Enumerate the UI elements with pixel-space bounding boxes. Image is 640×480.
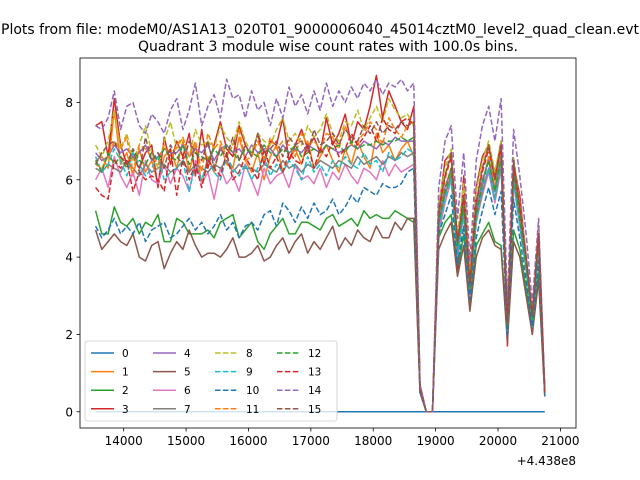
series-line-10 [94, 167, 546, 413]
x-tick-label: 16000 [229, 434, 267, 448]
y-tick-label: 6 [65, 173, 73, 187]
legend-label-3: 3 [122, 404, 129, 416]
x-tick-label: 18000 [354, 434, 392, 448]
legend-frame [84, 340, 338, 422]
x-tick-label: 17000 [292, 434, 330, 448]
x-tick-label: 21000 [541, 434, 579, 448]
x-offset-label: +4.438e8 [517, 454, 576, 468]
legend-label-7: 7 [184, 404, 191, 416]
plot-frame [79, 57, 577, 429]
legend-label-15: 15 [308, 404, 321, 416]
legend-label-14: 14 [308, 385, 322, 397]
x-tick-label: 20000 [479, 434, 517, 448]
legend-label-1: 1 [122, 367, 129, 379]
legend-label-11: 11 [246, 404, 259, 416]
legend-label-4: 4 [184, 348, 191, 360]
series-line-14 [95, 78, 546, 413]
series-layer [94, 74, 546, 413]
series-line-12 [94, 136, 546, 413]
axis-layer: 14000 15000 16000 17000 18000 19000 20000 21000… [65, 96, 579, 448]
chart-title: Quadrant 3 module wise count rates with … [138, 39, 518, 55]
series-line-5 [94, 217, 546, 413]
legend-label-6: 6 [184, 385, 191, 397]
y-tick-label: 8 [65, 96, 73, 110]
legend-label-9: 9 [246, 367, 253, 379]
legend-label-8: 8 [246, 348, 253, 360]
x-tick-label: 19000 [417, 434, 455, 448]
legend-label-0: 0 [122, 348, 129, 360]
x-tick-label: 14000 [105, 434, 143, 448]
legend-label-10: 10 [246, 385, 259, 397]
series-line-13 [95, 117, 546, 413]
y-tick-label: 0 [65, 405, 73, 419]
legend-label-12: 12 [308, 348, 321, 360]
series-line-6 [94, 155, 546, 413]
legend-label-5: 5 [184, 367, 191, 379]
figure-suptitle: Plots from file: modeM0/AS1A13_020T01_90… [1, 22, 639, 38]
legend-label-2: 2 [122, 385, 129, 397]
series-line-15 [94, 121, 546, 413]
x-tick-label: 15000 [167, 434, 205, 448]
y-tick-label: 4 [65, 251, 73, 265]
y-tick-label: 2 [65, 328, 73, 342]
legend-label-13: 13 [308, 367, 321, 379]
